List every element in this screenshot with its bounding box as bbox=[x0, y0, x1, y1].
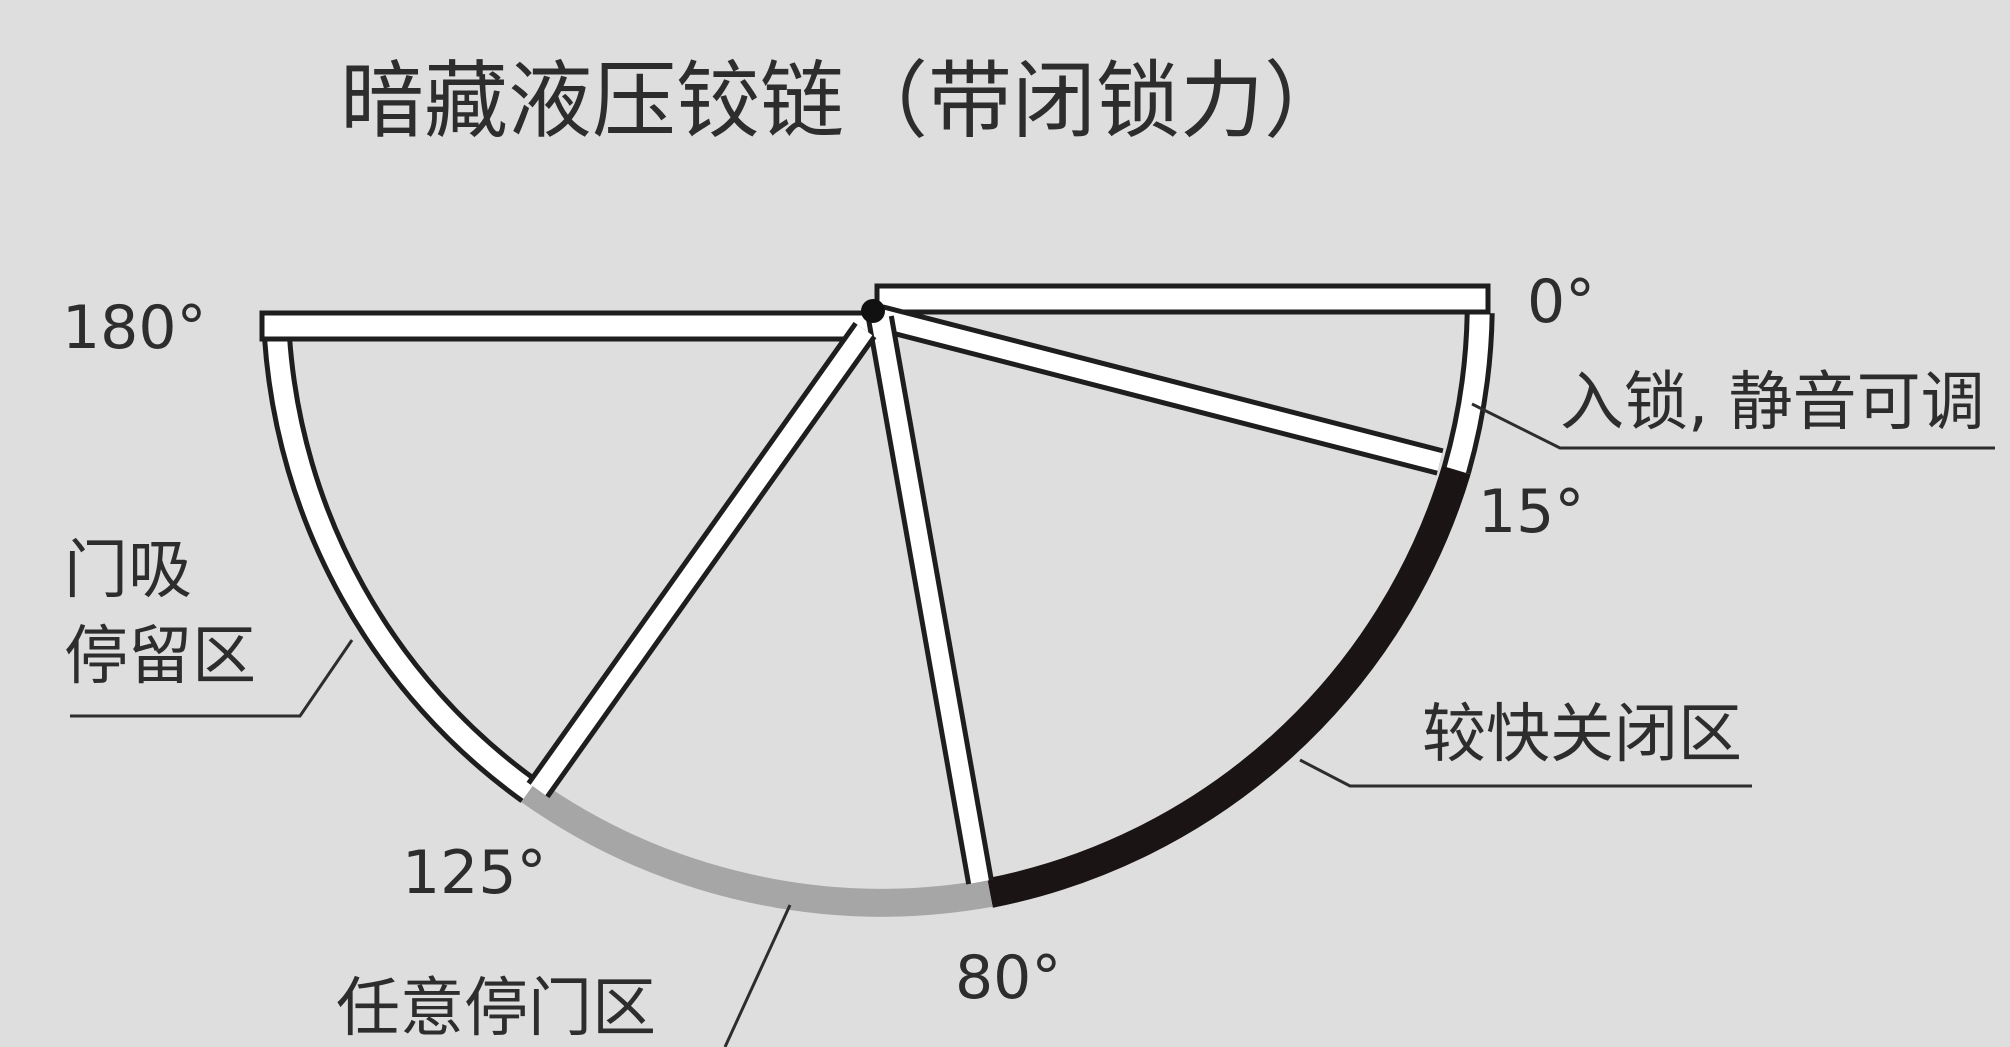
zone-label-stopper-line1: 门吸 bbox=[64, 534, 192, 608]
door-leaf-80-degrees bbox=[880, 318, 980, 882]
door-leaf-15-degrees bbox=[880, 318, 1440, 462]
free-stop-zone-arc bbox=[529, 791, 990, 903]
zone-label-stopper-line2: 停留区 bbox=[64, 620, 256, 694]
zone-label-lock-silent: 入锁, 静音可调 bbox=[1560, 366, 1985, 440]
zone-label-fast-close: 较快关闭区 bbox=[1422, 698, 1742, 772]
angle-label-180: 180° bbox=[62, 293, 207, 363]
leader-free-stop bbox=[725, 905, 790, 1047]
hinge-pivot-point bbox=[861, 299, 885, 323]
angle-label-125: 125° bbox=[402, 838, 547, 908]
door-leaf-0-degrees bbox=[877, 286, 1488, 312]
angle-label-80: 80° bbox=[955, 943, 1061, 1013]
door-leaf-180-degrees bbox=[262, 313, 873, 339]
stopper-zone-arc-outline bbox=[277, 337, 529, 791]
door-leaf-125-degrees bbox=[538, 330, 865, 790]
diagram-title: 暗藏液压铰链（带闭锁力） bbox=[340, 52, 1348, 150]
fast-close-zone-arc bbox=[990, 470, 1456, 893]
door-swing-track bbox=[277, 313, 1480, 903]
stopper-zone-arc-fill bbox=[277, 337, 529, 791]
zone-label-free-stop: 任意停门区 bbox=[336, 972, 656, 1046]
door-positions bbox=[262, 286, 1488, 882]
angle-label-15: 15° bbox=[1478, 477, 1584, 547]
angle-label-0: 0° bbox=[1527, 267, 1595, 337]
